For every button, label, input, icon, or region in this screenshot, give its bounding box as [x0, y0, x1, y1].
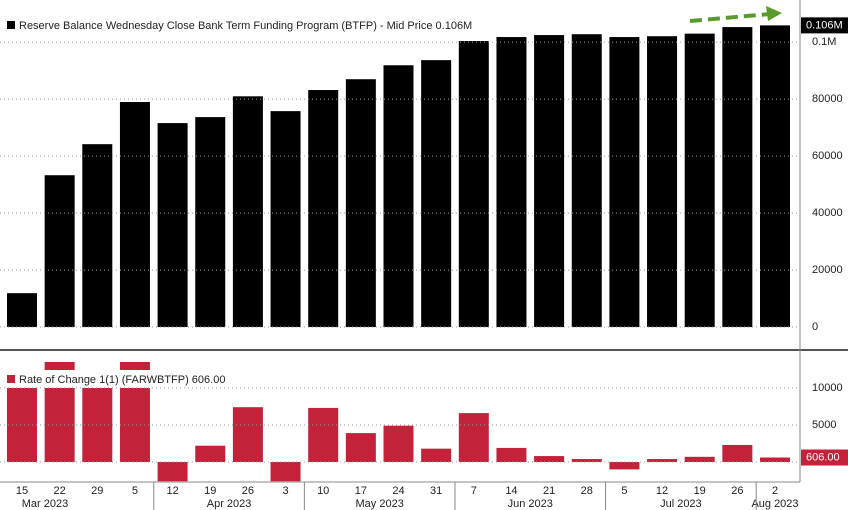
- x-tick-label: 31: [430, 485, 442, 497]
- bar: [421, 448, 452, 462]
- x-tick-label: 12: [656, 485, 668, 497]
- bar: [270, 111, 301, 328]
- x-tick-label: 21: [543, 485, 555, 497]
- x-tick-label: 14: [505, 485, 517, 497]
- y-tick-label: 60000: [812, 150, 843, 162]
- bar: [684, 456, 715, 462]
- bar: [722, 444, 753, 462]
- month-label: Jun 2023: [508, 498, 553, 510]
- bar: [496, 447, 527, 462]
- bar: [195, 445, 226, 462]
- month-label: May 2023: [356, 498, 404, 510]
- y-tick-label: 80000: [812, 93, 843, 105]
- y-tick-label: 20000: [812, 264, 843, 276]
- x-tick-label: 26: [731, 485, 743, 497]
- x-tick-label: 28: [581, 485, 593, 497]
- x-tick-label: 19: [694, 485, 706, 497]
- legend-box: [3, 370, 223, 388]
- bar: [458, 41, 489, 328]
- month-label: Mar 2023: [22, 498, 68, 510]
- bar: [232, 407, 263, 462]
- bar: [157, 462, 188, 482]
- bar: [647, 36, 678, 328]
- bar: [195, 117, 226, 328]
- bar: [534, 35, 565, 328]
- bar: [571, 459, 602, 462]
- bar: [722, 27, 753, 328]
- x-tick-label: 5: [621, 485, 627, 497]
- bar: [760, 25, 790, 328]
- bottom-panel: [7, 362, 790, 482]
- y-tick-label: 5000: [812, 419, 836, 431]
- bar: [232, 96, 263, 328]
- x-tick-label: 22: [54, 485, 66, 497]
- bar: [534, 456, 565, 462]
- month-label: Aug 2023: [751, 498, 798, 510]
- bar: [308, 90, 339, 328]
- x-tick-label: 2: [772, 485, 778, 497]
- bar: [421, 60, 452, 328]
- bar: [609, 462, 640, 470]
- legend-text: Rate of Change 1(1) (FARWBTFP) 606.00: [19, 374, 225, 386]
- bar: [7, 293, 37, 328]
- bar: [7, 373, 37, 462]
- x-tick-label: 7: [471, 485, 477, 497]
- x-tick-label: 17: [355, 485, 367, 497]
- bar: [760, 457, 790, 462]
- bar: [119, 362, 150, 462]
- legend-text: Reserve Balance Wednesday Close Bank Ter…: [19, 20, 472, 32]
- last-value-label: 606.00: [806, 451, 840, 463]
- bar: [345, 79, 376, 328]
- bar: [647, 459, 678, 462]
- x-tick-label: 29: [91, 485, 103, 497]
- last-value-flag: [801, 449, 848, 466]
- bar: [82, 381, 113, 462]
- top-panel: [7, 25, 790, 328]
- x-tick-label: 26: [242, 485, 254, 497]
- bar: [383, 425, 414, 462]
- bar: [157, 123, 188, 328]
- bar: [609, 37, 640, 328]
- y-tick-label: 40000: [812, 207, 843, 219]
- x-tick-label: 10: [317, 485, 329, 497]
- bar: [383, 65, 414, 328]
- x-tick-label: 15: [16, 485, 28, 497]
- bar: [308, 407, 339, 462]
- bar: [345, 433, 376, 462]
- legend-box: [3, 16, 473, 34]
- bar: [82, 144, 113, 328]
- month-label: Apr 2023: [207, 498, 252, 510]
- bar: [571, 34, 602, 328]
- bar: [458, 413, 489, 462]
- x-tick-label: 24: [392, 485, 404, 497]
- y-tick-label: 0: [812, 321, 818, 333]
- bar: [684, 33, 715, 328]
- x-tick-label: 3: [282, 485, 288, 497]
- month-label: Jul 2023: [660, 498, 702, 510]
- y-tick-label: 0.1M: [812, 36, 836, 48]
- bar: [44, 175, 75, 328]
- trend-arrow: [689, 6, 782, 23]
- x-tick-label: 12: [166, 485, 178, 497]
- last-value-label: 0.106M: [806, 19, 843, 31]
- last-value-flag: [801, 17, 848, 34]
- legend-swatch: [7, 21, 15, 29]
- bar: [270, 462, 301, 482]
- bar: [119, 102, 150, 328]
- legend-swatch: [7, 375, 15, 383]
- x-tick-label: 5: [132, 485, 138, 497]
- y-tick-label: 10000: [812, 382, 843, 394]
- bar: [496, 37, 527, 328]
- x-tick-label: 19: [204, 485, 216, 497]
